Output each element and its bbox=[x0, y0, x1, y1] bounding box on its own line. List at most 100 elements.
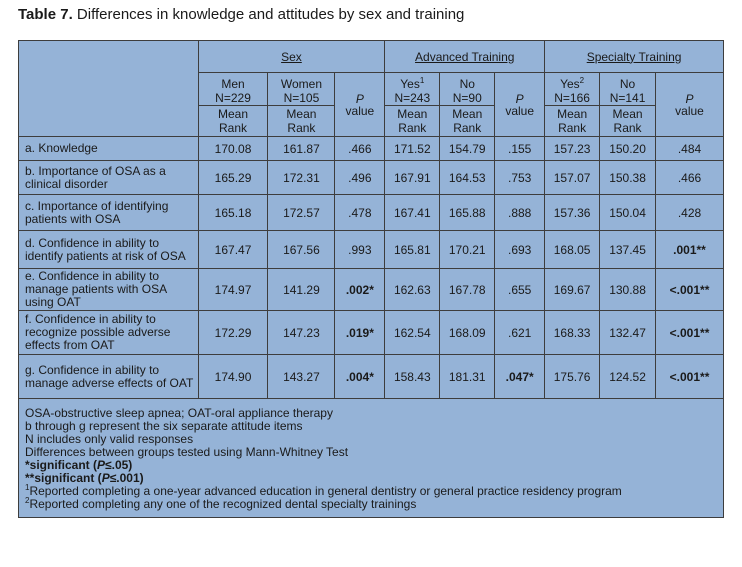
cell-women: 141.29 bbox=[267, 268, 336, 311]
cell-p-specialty: <.001** bbox=[655, 268, 724, 311]
row-label: a. Knowledge bbox=[18, 136, 199, 161]
cell-p-advanced: .693 bbox=[494, 230, 546, 269]
group-header-specialty: Specialty Training bbox=[544, 40, 724, 73]
cell-men: 174.90 bbox=[197, 354, 269, 399]
footnote-advanced: 1Reported completing a one-year advanced… bbox=[25, 483, 622, 498]
cell-spec-no: 137.45 bbox=[599, 230, 657, 269]
cell-p-specialty: <.001** bbox=[655, 310, 724, 355]
cell-spec-no: 150.20 bbox=[599, 136, 657, 161]
cell-p-advanced: .655 bbox=[494, 268, 546, 311]
table-row: f. Confidence in ability to recognize po… bbox=[18, 310, 724, 355]
cell-p-sex: .993 bbox=[334, 230, 386, 269]
table-number: Table 7. bbox=[18, 6, 73, 23]
cell-spec-yes: 168.05 bbox=[544, 230, 601, 269]
cell-spec-yes: 157.23 bbox=[544, 136, 601, 161]
footnote-sig-05: *significant (P≤.05) bbox=[25, 458, 133, 472]
cell-p-advanced: .753 bbox=[494, 160, 546, 195]
row-label: b. Importance of OSA as a clinical disor… bbox=[18, 160, 199, 195]
table-row: c. Importance of identifying patients wi… bbox=[18, 194, 724, 231]
cell-p-advanced: .888 bbox=[494, 194, 546, 231]
cell-p-specialty: <.001** bbox=[655, 354, 724, 399]
cell-p-sex: .002* bbox=[334, 268, 386, 311]
mean-rank-label: Mean Rank bbox=[267, 105, 336, 137]
cell-men: 165.29 bbox=[197, 160, 269, 195]
cell-spec-yes: 157.36 bbox=[544, 194, 601, 231]
cell-spec-no: 130.88 bbox=[599, 268, 657, 311]
table-row: d. Confidence in ability to identify pat… bbox=[18, 230, 724, 269]
cell-men: 174.97 bbox=[197, 268, 269, 311]
cell-spec-yes: 168.33 bbox=[544, 310, 601, 355]
cell-women: 147.23 bbox=[267, 310, 336, 355]
col-header-spec-yes: Yes2 N=166 bbox=[544, 72, 601, 106]
table-row: e. Confidence in ability to manage patie… bbox=[18, 268, 724, 311]
cell-spec-no: 150.04 bbox=[599, 194, 657, 231]
cell-p-specialty: .466 bbox=[655, 160, 724, 195]
cell-p-sex: .466 bbox=[334, 136, 386, 161]
col-header-women: Women N=105 bbox=[267, 72, 336, 106]
cell-adv-no: 164.53 bbox=[439, 160, 496, 195]
cell-p-advanced: .155 bbox=[494, 136, 546, 161]
cell-adv-yes: 167.41 bbox=[384, 194, 441, 231]
cell-adv-yes: 162.63 bbox=[384, 268, 441, 311]
footnotes: OSA-obstructive sleep apnea; OAT-oral ap… bbox=[18, 398, 724, 518]
cell-men: 170.08 bbox=[197, 136, 269, 161]
table-title: Table 7. Differences in knowledge and at… bbox=[18, 6, 464, 23]
footnote-sig-001: **significant (P≤.001) bbox=[25, 471, 144, 485]
cell-women: 161.87 bbox=[267, 136, 336, 161]
cell-men: 167.47 bbox=[197, 230, 269, 269]
mean-rank-header-row: Mean Rank Mean Rank Mean Rank Mean Rank Mean… bbox=[19, 105, 724, 137]
cell-adv-no: 167.78 bbox=[439, 268, 496, 311]
table-row: g. Confidence in ability to manage adver… bbox=[18, 354, 724, 399]
row-label: d. Confidence in ability to identify pat… bbox=[18, 230, 199, 269]
cell-adv-yes: 158.43 bbox=[384, 354, 441, 399]
cell-p-advanced: .047* bbox=[494, 354, 546, 399]
col-header-adv-yes: Yes1 N=243 bbox=[384, 72, 441, 106]
cell-p-specialty: .484 bbox=[655, 136, 724, 161]
cell-men: 165.18 bbox=[197, 194, 269, 231]
table-row: a. Knowledge 170.08 161.87 .466 171.52 1… bbox=[18, 136, 724, 161]
cell-p-sex: .496 bbox=[334, 160, 386, 195]
mean-rank-label: Mean Rank bbox=[197, 105, 269, 137]
footnote-specialty: 2Reported completing any one of the reco… bbox=[25, 496, 417, 511]
cell-p-sex: .478 bbox=[334, 194, 386, 231]
cell-spec-yes: 157.07 bbox=[544, 160, 601, 195]
row-label: g. Confidence in ability to manage adver… bbox=[18, 354, 199, 399]
cell-spec-no: 150.38 bbox=[599, 160, 657, 195]
cell-men: 172.29 bbox=[197, 310, 269, 355]
cell-adv-no: 181.31 bbox=[439, 354, 496, 399]
footnote-n: N includes only valid responses bbox=[25, 432, 194, 446]
cell-spec-no: 132.47 bbox=[599, 310, 657, 355]
row-label: c. Importance of identifying patients wi… bbox=[18, 194, 199, 231]
empty-corner-cell bbox=[18, 40, 199, 137]
cell-spec-no: 124.52 bbox=[599, 354, 657, 399]
footnote-items: b through g represent the six separate a… bbox=[25, 419, 303, 433]
cell-p-advanced: .621 bbox=[494, 310, 546, 355]
row-label: e. Confidence in ability to manage patie… bbox=[18, 268, 199, 311]
cell-adv-no: 154.79 bbox=[439, 136, 496, 161]
table-row: b. Importance of OSA as a clinical disor… bbox=[18, 160, 724, 195]
mean-rank-label: Mean Rank bbox=[439, 105, 496, 137]
col-header-men: Men N=229 bbox=[197, 72, 269, 106]
mean-rank-label: Mean Rank bbox=[599, 105, 657, 137]
row-label: f. Confidence in ability to recognize po… bbox=[18, 310, 199, 355]
cell-women: 167.56 bbox=[267, 230, 336, 269]
mean-rank-label: Mean Rank bbox=[544, 105, 601, 137]
footnote-test: Differences between groups tested using … bbox=[25, 445, 349, 459]
cell-adv-yes: 162.54 bbox=[384, 310, 441, 355]
cell-women: 143.27 bbox=[267, 354, 336, 399]
cell-spec-yes: 169.67 bbox=[544, 268, 601, 311]
cell-p-specialty: .428 bbox=[655, 194, 724, 231]
cell-adv-no: 168.09 bbox=[439, 310, 496, 355]
footnote-row: OSA-obstructive sleep apnea; OAT-oral ap… bbox=[18, 398, 724, 518]
group-header-advanced: Advanced Training bbox=[384, 40, 546, 73]
cell-adv-no: 165.88 bbox=[439, 194, 496, 231]
group-header-row: Sex Advanced Training Specialty Training bbox=[18, 40, 724, 137]
cell-adv-no: 170.21 bbox=[439, 230, 496, 269]
cell-p-sex: .004* bbox=[334, 354, 386, 399]
cell-p-specialty: .001** bbox=[655, 230, 724, 269]
results-table: Sex Advanced Training Specialty Training… bbox=[18, 40, 724, 518]
cell-adv-yes: 171.52 bbox=[384, 136, 441, 161]
